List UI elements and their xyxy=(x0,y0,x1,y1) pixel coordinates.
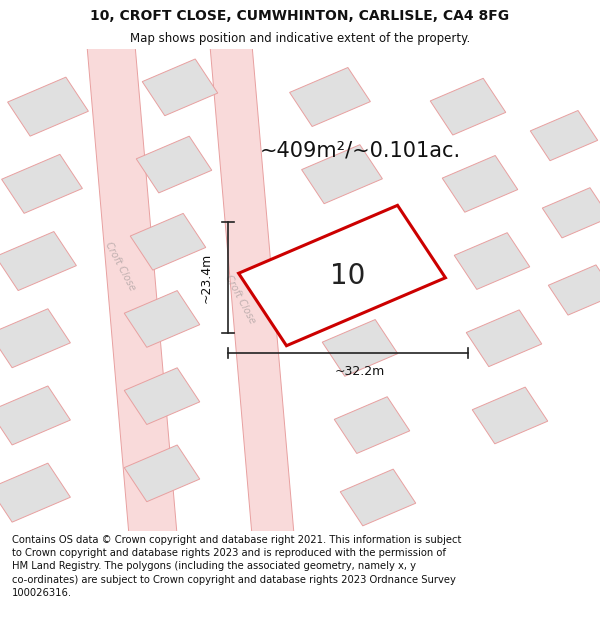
Text: ~409m²/~0.101ac.: ~409m²/~0.101ac. xyxy=(259,140,461,160)
Polygon shape xyxy=(0,463,70,522)
Polygon shape xyxy=(442,156,518,212)
Polygon shape xyxy=(340,469,416,526)
Text: 10, CROFT CLOSE, CUMWHINTON, CARLISLE, CA4 8FG: 10, CROFT CLOSE, CUMWHINTON, CARLISLE, C… xyxy=(91,9,509,22)
Polygon shape xyxy=(322,319,398,376)
Polygon shape xyxy=(124,291,200,348)
Polygon shape xyxy=(142,59,218,116)
Polygon shape xyxy=(548,265,600,315)
Polygon shape xyxy=(0,231,76,291)
Polygon shape xyxy=(542,188,600,238)
Polygon shape xyxy=(84,9,180,571)
Text: Croft Close: Croft Close xyxy=(223,274,257,326)
Text: Croft Close: Croft Close xyxy=(103,240,137,292)
Polygon shape xyxy=(0,309,70,368)
Polygon shape xyxy=(302,145,382,204)
Polygon shape xyxy=(0,386,70,445)
Polygon shape xyxy=(207,9,297,571)
Polygon shape xyxy=(124,445,200,502)
Polygon shape xyxy=(430,78,506,135)
Polygon shape xyxy=(472,387,548,444)
Polygon shape xyxy=(130,213,206,270)
Text: ~32.2m: ~32.2m xyxy=(335,365,385,378)
Polygon shape xyxy=(530,111,598,161)
Text: 10: 10 xyxy=(331,261,365,289)
Polygon shape xyxy=(239,206,445,346)
Text: Contains OS data © Crown copyright and database right 2021. This information is : Contains OS data © Crown copyright and d… xyxy=(12,535,461,598)
Text: Map shows position and indicative extent of the property.: Map shows position and indicative extent… xyxy=(130,31,470,44)
Text: ~23.4m: ~23.4m xyxy=(200,253,213,303)
Polygon shape xyxy=(124,368,200,424)
Polygon shape xyxy=(454,232,530,289)
Polygon shape xyxy=(2,154,82,213)
Polygon shape xyxy=(466,310,542,367)
Polygon shape xyxy=(290,68,370,126)
Polygon shape xyxy=(314,222,394,281)
Polygon shape xyxy=(136,136,212,193)
Polygon shape xyxy=(334,397,410,454)
Polygon shape xyxy=(8,77,88,136)
